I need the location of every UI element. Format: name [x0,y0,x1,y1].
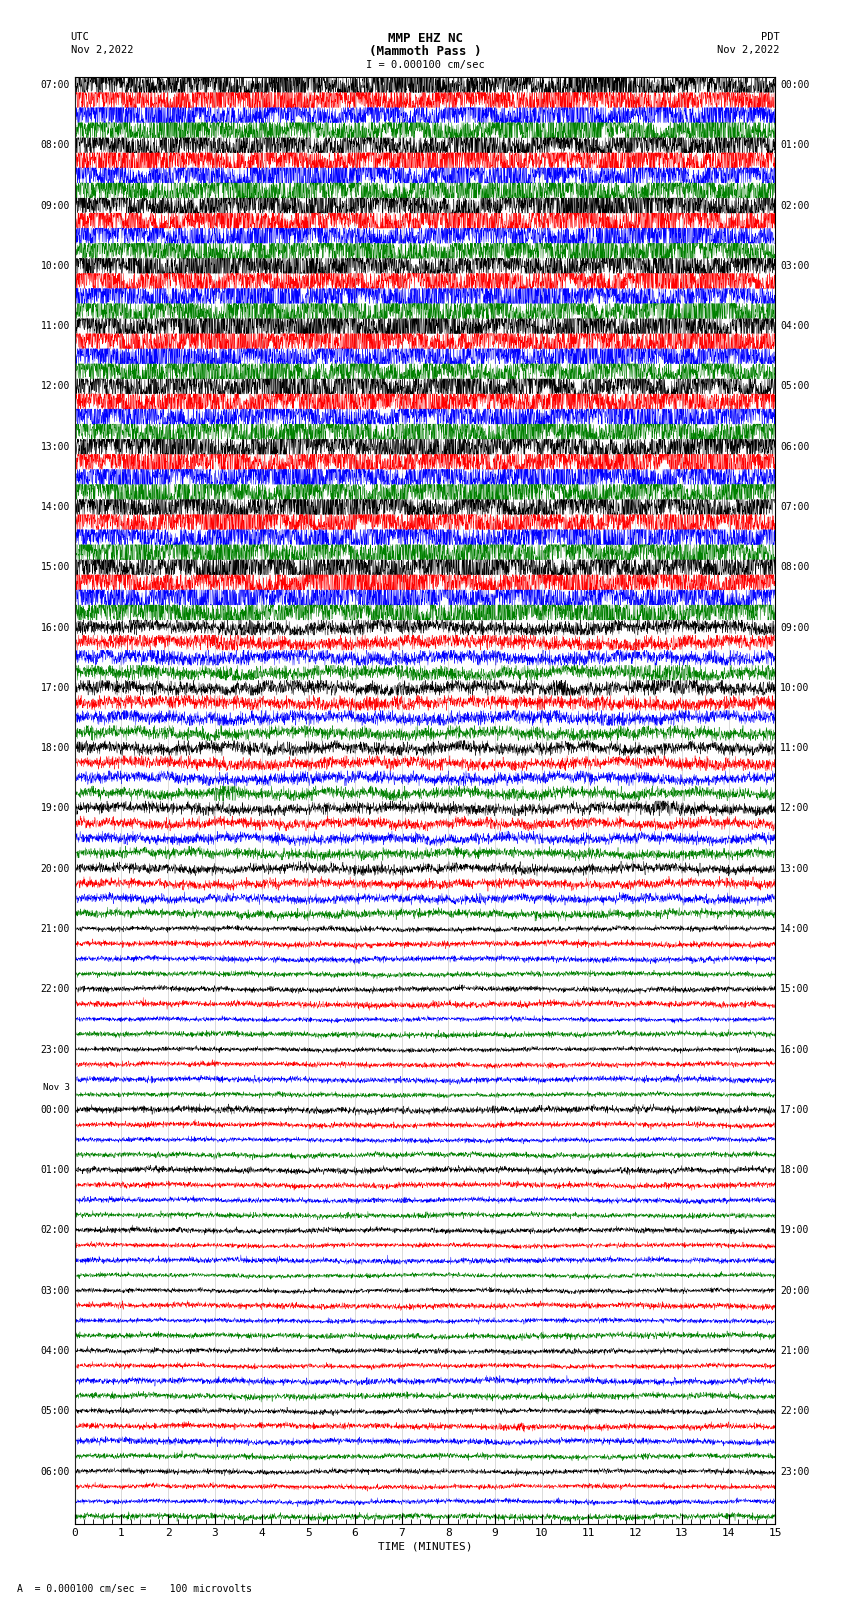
Text: 15:00: 15:00 [780,984,809,994]
Text: 00:00: 00:00 [41,1105,70,1115]
Text: 10:00: 10:00 [780,682,809,694]
Text: 08:00: 08:00 [780,563,809,573]
Text: 11:00: 11:00 [41,321,70,331]
Text: Nov 3: Nov 3 [43,1082,70,1092]
Text: 05:00: 05:00 [780,381,809,392]
Text: (Mammoth Pass ): (Mammoth Pass ) [369,45,481,58]
Text: 18:00: 18:00 [41,744,70,753]
Text: 22:00: 22:00 [780,1407,809,1416]
Text: 17:00: 17:00 [41,682,70,694]
Text: 14:00: 14:00 [780,924,809,934]
Text: 20:00: 20:00 [780,1286,809,1295]
Text: A  = 0.000100 cm/sec =    100 microvolts: A = 0.000100 cm/sec = 100 microvolts [17,1584,252,1594]
Text: 22:00: 22:00 [41,984,70,994]
Text: 11:00: 11:00 [780,744,809,753]
Text: 01:00: 01:00 [780,140,809,150]
Text: 23:00: 23:00 [780,1466,809,1476]
Text: 20:00: 20:00 [41,863,70,874]
Text: 05:00: 05:00 [41,1407,70,1416]
Text: 03:00: 03:00 [41,1286,70,1295]
Text: PDT: PDT [761,32,779,42]
Text: 08:00: 08:00 [41,140,70,150]
Text: Nov 2,2022: Nov 2,2022 [717,45,779,55]
Text: 16:00: 16:00 [780,1045,809,1055]
X-axis label: TIME (MINUTES): TIME (MINUTES) [377,1542,473,1552]
Text: 10:00: 10:00 [41,261,70,271]
Text: MMP EHZ NC: MMP EHZ NC [388,32,462,45]
Text: 13:00: 13:00 [41,442,70,452]
Text: 19:00: 19:00 [41,803,70,813]
Text: 09:00: 09:00 [41,200,70,211]
Text: 12:00: 12:00 [780,803,809,813]
Text: 04:00: 04:00 [780,321,809,331]
Text: 23:00: 23:00 [41,1045,70,1055]
Text: 15:00: 15:00 [41,563,70,573]
Text: 21:00: 21:00 [41,924,70,934]
Text: 03:00: 03:00 [780,261,809,271]
Text: 06:00: 06:00 [780,442,809,452]
Text: 13:00: 13:00 [780,863,809,874]
Text: 01:00: 01:00 [41,1165,70,1176]
Text: 06:00: 06:00 [41,1466,70,1476]
Text: 21:00: 21:00 [780,1345,809,1357]
Text: 17:00: 17:00 [780,1105,809,1115]
Text: 02:00: 02:00 [780,200,809,211]
Text: 12:00: 12:00 [41,381,70,392]
Text: 07:00: 07:00 [780,502,809,511]
Text: Nov 2,2022: Nov 2,2022 [71,45,133,55]
Text: I = 0.000100 cm/sec: I = 0.000100 cm/sec [366,60,484,69]
Text: 04:00: 04:00 [41,1345,70,1357]
Text: 09:00: 09:00 [780,623,809,632]
Text: 18:00: 18:00 [780,1165,809,1176]
Text: UTC: UTC [71,32,89,42]
Text: 07:00: 07:00 [41,81,70,90]
Text: 14:00: 14:00 [41,502,70,511]
Text: 16:00: 16:00 [41,623,70,632]
Text: 00:00: 00:00 [780,81,809,90]
Text: 02:00: 02:00 [41,1226,70,1236]
Text: 19:00: 19:00 [780,1226,809,1236]
